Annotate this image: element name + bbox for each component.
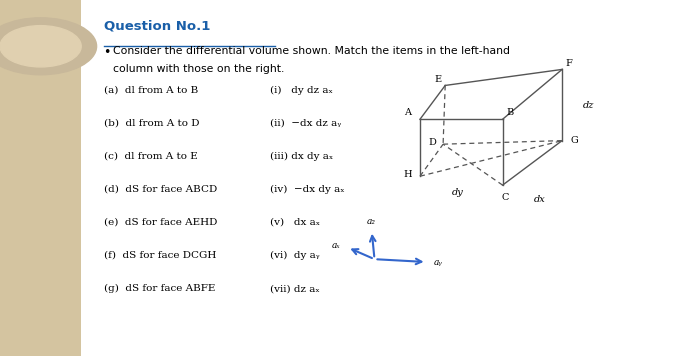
Text: Question No.1: Question No.1 (104, 20, 210, 33)
Text: H: H (403, 170, 412, 179)
Text: column with those on the right.: column with those on the right. (113, 64, 285, 74)
Text: (g)  dS for face ABFE: (g) dS for face ABFE (104, 284, 215, 293)
Text: (b)  dl from A to D: (b) dl from A to D (104, 119, 199, 127)
Text: (a)  dl from A to B: (a) dl from A to B (104, 85, 198, 94)
Text: a₂: a₂ (368, 217, 376, 226)
Text: aₓ: aₓ (332, 241, 341, 250)
Text: •: • (104, 46, 111, 59)
Text: F: F (566, 59, 573, 68)
Text: (i)   dy dz aₓ: (i) dy dz aₓ (270, 85, 332, 95)
Text: (v)   dx aₓ: (v) dx aₓ (270, 218, 320, 227)
Text: (c)  dl from A to E: (c) dl from A to E (104, 152, 197, 161)
FancyBboxPatch shape (0, 0, 80, 356)
Text: G: G (570, 136, 578, 145)
Text: E: E (435, 75, 442, 84)
Text: C: C (501, 193, 508, 202)
Text: (vii) dz aₓ: (vii) dz aₓ (270, 284, 319, 293)
Text: Consider the differential volume shown. Match the items in the left-hand: Consider the differential volume shown. … (113, 46, 510, 56)
Text: (ii)  −dx dz aᵧ: (ii) −dx dz aᵧ (270, 119, 341, 127)
Text: D: D (428, 138, 436, 147)
Text: dz: dz (583, 100, 594, 110)
Circle shape (0, 18, 97, 75)
Text: (iv)  −dx dy aₓ: (iv) −dx dy aₓ (270, 185, 344, 194)
Text: (e)  dS for face AEHD: (e) dS for face AEHD (104, 218, 217, 227)
Text: A: A (404, 109, 411, 117)
Text: dy: dy (452, 188, 463, 197)
Text: (d)  dS for face ABCD: (d) dS for face ABCD (104, 185, 217, 194)
Text: dx: dx (533, 195, 545, 204)
Text: (iii) dx dy aₓ: (iii) dx dy aₓ (270, 152, 332, 161)
Text: (f)  dS for face DCGH: (f) dS for face DCGH (104, 251, 216, 260)
Text: (vi)  dy aᵧ: (vi) dy aᵧ (270, 251, 319, 260)
Circle shape (0, 26, 81, 67)
Text: aᵧ: aᵧ (433, 257, 442, 267)
Text: B: B (506, 109, 513, 117)
